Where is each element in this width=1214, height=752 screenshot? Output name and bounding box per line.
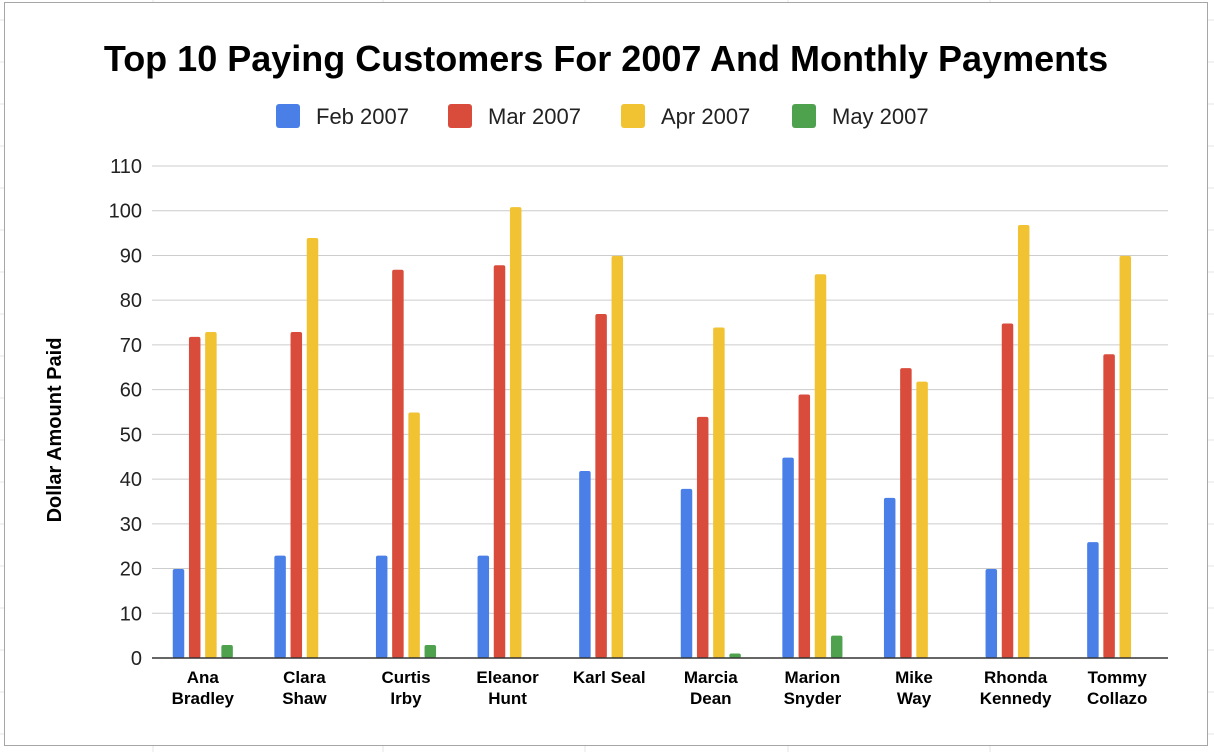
x-category-label: Hunt [488, 689, 527, 708]
y-tick-label: 90 [120, 245, 142, 267]
legend-label: Apr 2007 [661, 104, 750, 129]
y-tick-label: 0 [131, 648, 142, 670]
bar-apr-2007 [611, 255, 624, 658]
legend-swatch [792, 104, 816, 128]
bar-mar-2007 [595, 314, 607, 658]
chart-legend: Feb 2007 Mar 2007 Apr 2007 May 2007 [276, 104, 929, 129]
bar-may-2007 [830, 635, 843, 658]
x-category-label: Tommy [1088, 668, 1148, 687]
bar-mar-2007 [798, 394, 811, 658]
x-category-label: Mike [895, 668, 933, 687]
bar-mar-2007 [696, 416, 709, 658]
y-tick-label: 60 [120, 380, 142, 402]
bar-apr-2007 [1017, 225, 1030, 659]
x-category-label: Marcia [684, 668, 738, 687]
bar-may-2007 [729, 653, 741, 658]
x-category-label: Ana [187, 668, 220, 687]
x-category-label: Dean [690, 689, 732, 708]
y-tick-label: 40 [120, 469, 142, 491]
bar-mar-2007 [1001, 323, 1014, 658]
bar-apr-2007 [713, 327, 725, 658]
bar-mar-2007 [392, 269, 404, 658]
legend-label: Mar 2007 [488, 104, 581, 129]
y-gridlines [152, 165, 1168, 614]
x-category-label: Marion [785, 668, 841, 687]
bar-mar-2007 [1103, 354, 1115, 658]
bar-feb-2007 [274, 555, 286, 658]
bar-feb-2007 [985, 568, 998, 658]
bar-apr-2007 [205, 331, 217, 658]
bar-series-group [172, 207, 1132, 659]
x-category-label: Shaw [282, 689, 327, 708]
bar-apr-2007 [916, 381, 928, 658]
bar-feb-2007 [579, 471, 591, 658]
y-tick-label: 50 [120, 424, 142, 446]
x-axis-categories: Ana Bradley Clara Shaw Curtis Irby Eleanor Hunt… [172, 668, 1148, 708]
legend-swatch [621, 104, 645, 128]
x-category-label: Way [897, 689, 932, 708]
bar-feb-2007 [172, 568, 185, 658]
bar-feb-2007 [680, 488, 693, 658]
y-tick-label: 70 [120, 335, 142, 357]
chart-title: Top 10 Paying Customers For 2007 And Mon… [104, 38, 1108, 79]
bar-mar-2007 [290, 331, 303, 658]
x-category-label: Irby [390, 689, 422, 708]
legend-swatch [276, 104, 300, 128]
y-tick-label: 80 [120, 290, 142, 312]
x-category-label: Eleanor [476, 668, 539, 687]
bar-may-2007 [221, 645, 233, 658]
bar-feb-2007 [477, 555, 490, 658]
x-category-label: Collazo [1087, 689, 1147, 708]
bar-apr-2007 [408, 412, 420, 658]
bar-apr-2007 [814, 274, 827, 658]
x-category-label: Clara [283, 668, 326, 687]
y-tick-label: 10 [120, 603, 142, 625]
bar-mar-2007 [493, 265, 506, 658]
x-category-label: Kennedy [980, 689, 1052, 708]
x-category-label: Bradley [172, 689, 235, 708]
y-tick-label: 110 [110, 156, 142, 178]
bar-may-2007 [424, 645, 437, 658]
legend-swatch [448, 104, 472, 128]
legend-label: May 2007 [832, 104, 929, 129]
bar-feb-2007 [1087, 542, 1099, 658]
bar-mar-2007 [188, 336, 201, 658]
y-tick-label: 20 [120, 559, 142, 581]
bar-apr-2007 [306, 238, 319, 658]
y-tick-label: 30 [120, 514, 142, 536]
y-axis-ticks: 0 10 20 30 40 50 60 70 80 90 100 110 [109, 156, 142, 670]
bar-feb-2007 [883, 497, 896, 658]
bar-feb-2007 [782, 457, 794, 658]
y-tick-label: 100 [109, 201, 142, 223]
x-category-label: Snyder [784, 689, 842, 708]
y-axis-label: Dollar Amount Paid [44, 338, 66, 523]
x-category-label: Curtis [381, 668, 430, 687]
x-category-label: Rhonda [984, 668, 1048, 687]
bar-apr-2007 [1119, 255, 1132, 658]
bar-feb-2007 [375, 555, 388, 658]
bar-mar-2007 [900, 368, 912, 658]
x-category-label: Karl Seal [573, 668, 646, 687]
bar-apr-2007 [509, 207, 522, 658]
legend-label: Feb 2007 [316, 104, 409, 129]
